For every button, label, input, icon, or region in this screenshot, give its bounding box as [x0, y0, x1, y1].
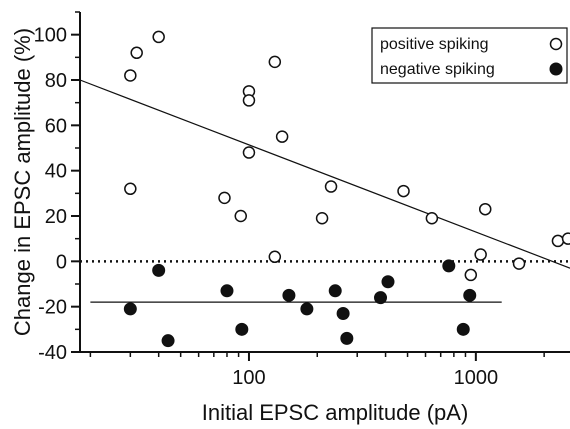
y-tick-label: -40 — [38, 342, 67, 364]
negative-spiking-point — [328, 284, 342, 298]
positive-spiking-point — [551, 234, 565, 248]
y-tick-label: 80 — [45, 70, 67, 92]
x-tick-label: 1000 — [454, 367, 499, 389]
negative-spiking-point — [152, 263, 166, 277]
positive-spiking-point — [397, 184, 410, 198]
positive-spiking-point — [242, 94, 256, 107]
y-tick-label: 60 — [45, 115, 67, 137]
positive-spiking-point — [242, 146, 256, 159]
x-tick-label: 100 — [232, 367, 265, 389]
negative-spiking-point — [463, 288, 477, 302]
legend-marker-positive — [549, 37, 563, 51]
positive-spiking-point — [218, 191, 231, 205]
negative-spiking-point — [456, 322, 470, 336]
reference-lines-group — [79, 79, 570, 303]
y-tick-label: 100 — [34, 25, 67, 47]
negative-spiking-point — [123, 302, 137, 316]
legend-marker-negative — [549, 62, 563, 76]
positive-spiking-point — [124, 69, 137, 82]
legend-label-negative: negative spiking — [380, 61, 495, 78]
x-axis-label: Initial EPSC amplitude (pA) — [202, 400, 469, 425]
positive-spiking-point — [234, 209, 248, 223]
negative-spiking-point — [374, 291, 388, 305]
y-tick-label: 0 — [56, 251, 67, 273]
legend-label-positive: positive spiking — [380, 36, 489, 53]
positive-spiking-point — [268, 250, 282, 264]
positive-spiking-point — [512, 257, 526, 270]
y-axis-label: Change in EPSC amplitude (%) — [10, 28, 35, 336]
negative-spiking-point — [381, 275, 395, 289]
positive-spiking-point — [425, 212, 439, 225]
negative-spiking-point — [340, 331, 354, 345]
negative-spiking-point — [300, 302, 314, 316]
axes-group: -40 -20 0 20 40 60 80 100 100 1000 — [34, 11, 570, 389]
negative-spiking-point — [161, 334, 175, 348]
y-tick-label: -20 — [38, 297, 67, 319]
positive-spiking-point — [152, 30, 165, 44]
positive-spiking-point — [561, 232, 570, 245]
positive-spiking-point — [315, 212, 329, 225]
legend: positive spiking negative spiking — [371, 27, 568, 84]
positive-spiking-point — [275, 130, 289, 143]
data-points-group — [123, 30, 570, 348]
negative-spiking-point — [442, 259, 456, 273]
y-tick-label: 40 — [45, 161, 67, 183]
negative-spiking-point — [336, 306, 350, 320]
negative-spiking-point — [282, 288, 296, 302]
negative-spiking-point — [235, 322, 249, 336]
positive-spiking-point — [474, 248, 487, 261]
positive-spiking-point — [268, 55, 282, 69]
positive-spiking-point — [124, 182, 137, 196]
positive-spiking-point — [130, 46, 143, 60]
negative-spiking-point — [220, 284, 234, 298]
positive-spiking-point — [324, 180, 338, 193]
positive-trend-line — [79, 79, 570, 269]
positive-spiking-point — [464, 268, 478, 282]
positive-spiking-point — [478, 202, 492, 216]
legend-box — [371, 27, 568, 84]
y-tick-label: 20 — [45, 206, 67, 228]
